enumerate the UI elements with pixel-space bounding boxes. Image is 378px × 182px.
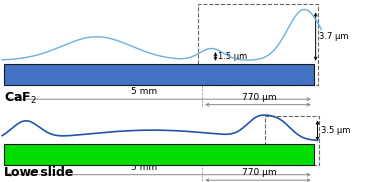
Text: e: e [29,166,38,179]
Text: slide: slide [36,166,73,179]
Bar [4,144,314,165]
Text: 3.5 μm: 3.5 μm [321,126,350,135]
Text: Low-: Low- [4,166,37,179]
Text: 3.7 μm: 3.7 μm [319,32,348,41]
Bar [265,116,319,165]
Text: CaF$_2$: CaF$_2$ [4,91,37,106]
Text: 1.5 μm: 1.5 μm [218,52,248,61]
Text: 770 μm: 770 μm [242,169,276,177]
Text: 5 mm: 5 mm [130,163,157,172]
Bar [4,64,314,85]
Bar [198,4,318,85]
Text: 770 μm: 770 μm [242,93,276,102]
Text: 5 mm: 5 mm [130,88,157,96]
